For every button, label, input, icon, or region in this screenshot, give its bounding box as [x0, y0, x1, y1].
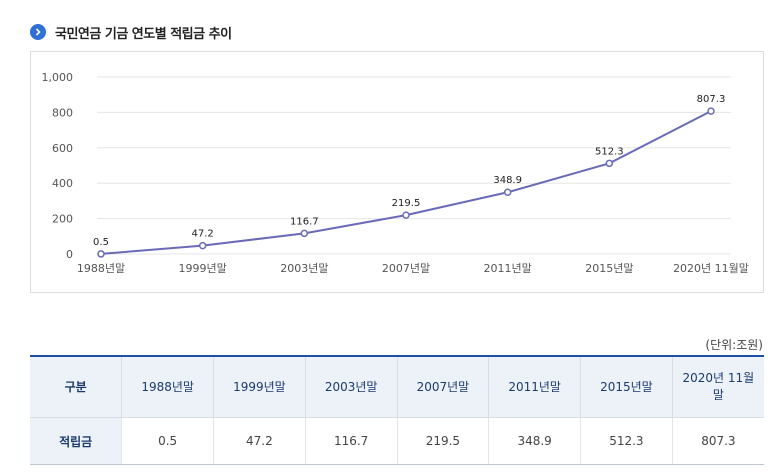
x-tick-label: 2003년말 [280, 262, 328, 275]
y-tick-label: 400 [52, 177, 73, 190]
x-tick-label: 1999년말 [179, 262, 227, 275]
table-header-cell: 1988년말 [121, 355, 214, 418]
data-point [198, 241, 207, 250]
unit-label: (단위:조원) [705, 338, 763, 352]
data-label: 219.5 [392, 198, 421, 209]
table-header-cell: 2007년말 [396, 355, 489, 418]
table-cell: 807.3 [671, 417, 764, 465]
section-heading: 국민연금 기금 연도별 적립금 추이 [30, 20, 232, 44]
table-cell: 512.3 [580, 417, 673, 465]
y-tick-label: 800 [52, 106, 73, 119]
table-header-corner: 구분 [30, 355, 122, 418]
data-point [503, 188, 512, 196]
data-label: 512.3 [595, 146, 624, 157]
table-row: 적립금 0.5 47.2 116.7 219.5 348.9 512.3 807.3 [30, 417, 764, 465]
data-point [707, 107, 715, 115]
y-tick-label: 1,000 [42, 71, 74, 84]
x-tick-label: 1988년말 [77, 262, 125, 275]
x-tick-label: 2015년말 [585, 262, 633, 275]
x-tick-label: 2007년말 [382, 262, 430, 275]
data-table: 구분 1988년말 1999년말 2003년말 2007년말 2011년말 2015년말 2… [30, 355, 764, 465]
x-tick-label: 2011년말 [484, 262, 532, 275]
table-cell: 348.9 [488, 417, 581, 465]
table-header-cell: 2020년 11월말 [671, 355, 764, 418]
y-tick-label: 600 [52, 142, 73, 155]
data-point [402, 211, 410, 219]
line-chart: 0 200 400 600 800 1,000 1988년말 1999년말 2003년말 2007… [30, 51, 764, 293]
y-tick-label: 200 [52, 213, 73, 226]
table-cell: 47.2 [213, 417, 306, 465]
data-point [97, 250, 105, 258]
data-point [300, 229, 309, 238]
x-tick-label: 2020년 11월말 [673, 262, 749, 275]
table-header-cell: 1999년말 [213, 355, 306, 418]
table-header-cell: 2011년말 [488, 355, 581, 418]
table-cell: 0.5 [121, 417, 214, 465]
line-chart-svg: 0 200 400 600 800 1,000 1988년말 1999년말 2003년말 2007… [42, 71, 749, 275]
data-label: 47.2 [192, 229, 214, 240]
table-header-cell: 2003년말 [304, 355, 397, 418]
data-label: 807.3 [697, 94, 726, 105]
chevron-right-circle-icon [30, 24, 46, 40]
table-row-label: 적립금 [30, 417, 122, 465]
table-cell: 116.7 [304, 417, 397, 465]
data-label: 348.9 [493, 175, 522, 186]
data-point [605, 159, 614, 168]
table-cell: 219.5 [396, 417, 489, 465]
chart-title: 국민연금 기금 연도별 적립금 추이 [55, 26, 232, 42]
data-label: 116.7 [290, 216, 319, 227]
table-header-cell: 2015년말 [580, 355, 673, 418]
y-tick-label: 0 [66, 248, 73, 261]
table-header-row: 구분 1988년말 1999년말 2003년말 2007년말 2011년말 2015년말 2… [30, 355, 764, 418]
data-label: 0.5 [93, 237, 109, 248]
